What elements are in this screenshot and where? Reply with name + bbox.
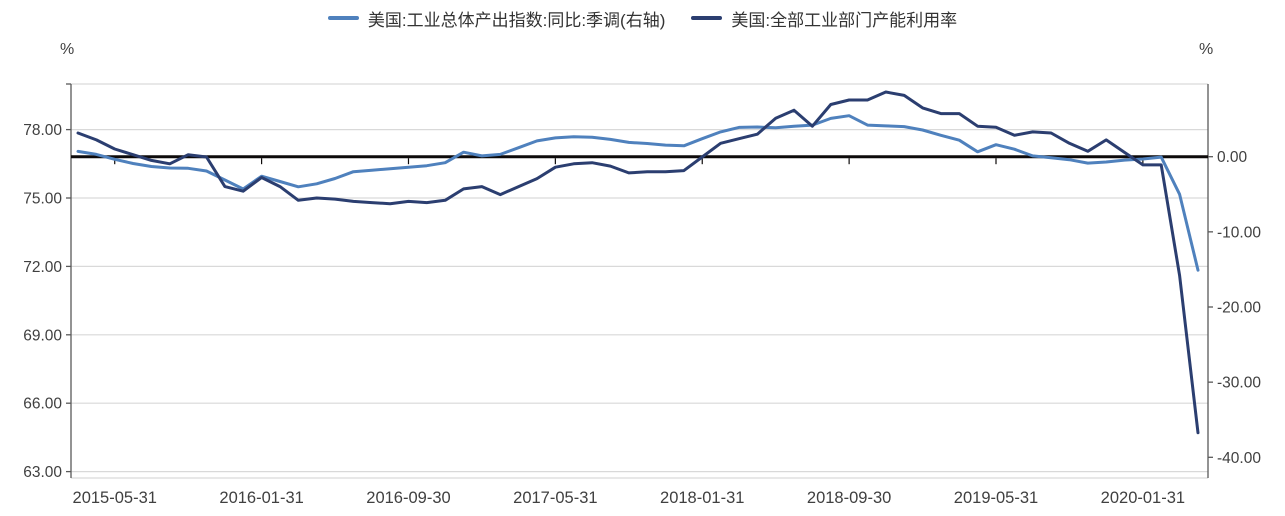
x-axis-label: 2015-05-31 bbox=[73, 489, 157, 507]
left-axis-unit: % bbox=[60, 41, 74, 58]
legend-item: 美国:全部工业部门产能利用率 bbox=[691, 6, 957, 31]
right-axis-label: 0.00 bbox=[1217, 149, 1248, 166]
x-axis-label: 2018-01-31 bbox=[660, 489, 744, 507]
x-axis-label: 2018-09-30 bbox=[807, 489, 891, 507]
x-axis-label: 2020-01-31 bbox=[1101, 489, 1185, 507]
left-axis-label: 63.00 bbox=[23, 464, 62, 481]
left-axis-label: 75.00 bbox=[23, 191, 62, 208]
series-line bbox=[76, 90, 1200, 435]
legend-label: 美国:工业总体产出指数:同比:季调(右轴) bbox=[367, 10, 666, 30]
x-axis-label: 2016-01-31 bbox=[219, 489, 303, 507]
x-axis-label: 2017-05-31 bbox=[513, 489, 597, 507]
legend-line-swatch bbox=[691, 16, 723, 20]
left-axis-label: 66.00 bbox=[23, 396, 62, 413]
right-axis-unit: % bbox=[1199, 41, 1213, 58]
left-axis-label: 78.00 bbox=[23, 122, 62, 139]
right-axis-label: -20.00 bbox=[1217, 300, 1261, 317]
legend-label: 美国:全部工业部门产能利用率 bbox=[731, 10, 958, 30]
x-axis-label: 2019-05-31 bbox=[954, 489, 1038, 507]
left-axis-label: 69.00 bbox=[23, 327, 62, 344]
right-axis-label: -40.00 bbox=[1217, 450, 1261, 467]
legend-item: 美国:工业总体产出指数:同比:季调(右轴) bbox=[327, 6, 666, 31]
series-line bbox=[76, 114, 1200, 272]
left-axis-label: 72.00 bbox=[23, 259, 62, 276]
legend: 美国:工业总体产出指数:同比:季调(右轴) 美国:全部工业部门产能利用率 bbox=[0, 6, 1285, 30]
legend-line-swatch bbox=[327, 16, 359, 20]
right-axis-label: -10.00 bbox=[1217, 224, 1261, 241]
right-axis-label: -30.00 bbox=[1217, 375, 1261, 392]
x-axis-label: 2016-09-30 bbox=[366, 489, 450, 507]
